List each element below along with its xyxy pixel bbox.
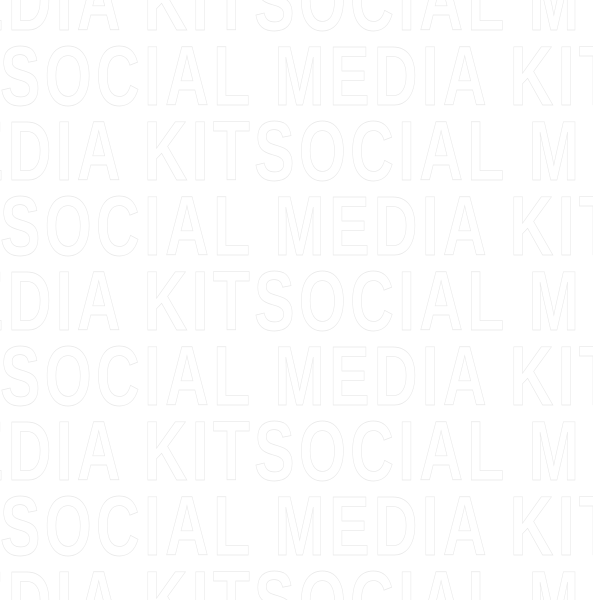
pattern-row: IEDIA KITSOCIAL M xyxy=(0,264,593,350)
pattern-row: SOCIAL MEDIA KIT xyxy=(0,489,593,575)
pattern-row: SOCIAL MEDIA KIT xyxy=(0,189,593,275)
pattern-row: IEDIA KITSOCIAL M xyxy=(0,114,593,200)
pattern-row-text: SOCIAL MEDIA KIT xyxy=(0,189,593,273)
pattern-row-text: SOCIAL MEDIA KIT xyxy=(0,489,593,573)
pattern-row-text: IEDIA KITSOCIAL M xyxy=(0,0,584,48)
pattern-row-text: IEDIA KITSOCIAL M xyxy=(0,114,584,198)
pattern-row-text: SOCIAL MEDIA KIT xyxy=(0,39,593,123)
pattern-row: SOCIAL MEDIA KIT xyxy=(0,39,593,125)
pattern-row: IEDIA KITSOCIAL M xyxy=(0,564,593,600)
pattern-row: SOCIAL MEDIA KIT xyxy=(0,339,593,425)
pattern-row-text: IEDIA KITSOCIAL M xyxy=(0,564,583,600)
pattern-row: IEDIA KITSOCIAL M xyxy=(0,0,593,50)
pattern-row-text: SOCIAL MEDIA KIT xyxy=(0,339,593,423)
pattern-row-text: IEDIA KITSOCIAL M xyxy=(0,264,584,348)
pattern-row: IEDIA KITSOCIAL M xyxy=(0,414,593,500)
pattern-row-text: IEDIA KITSOCIAL M xyxy=(0,414,584,498)
